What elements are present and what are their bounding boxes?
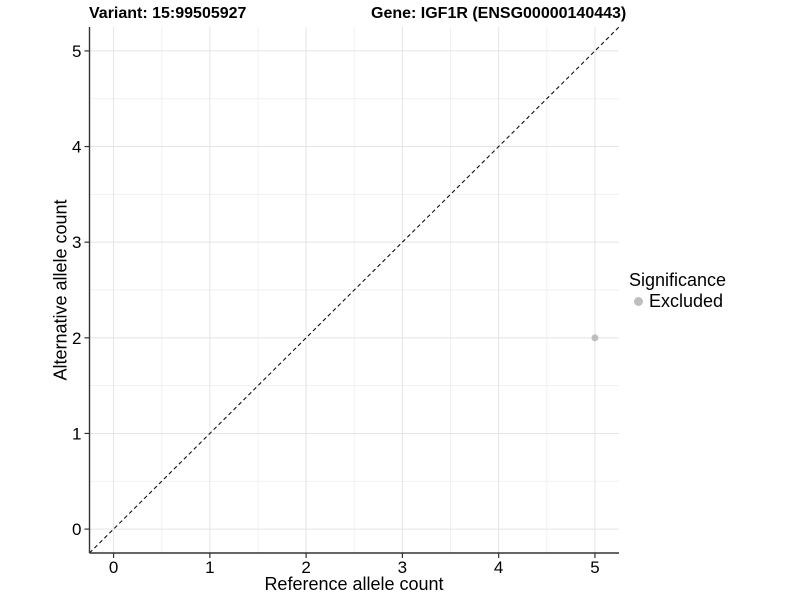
legend-point-icon bbox=[634, 296, 643, 306]
x-tick-label: 2 bbox=[301, 558, 310, 577]
legend-entry-label: Excluded bbox=[649, 291, 724, 311]
y-tick-label: 4 bbox=[72, 138, 81, 157]
identity-dashed-line bbox=[89, 26, 620, 554]
legend-entry-excluded: Excluded bbox=[629, 291, 726, 311]
y-tick-label: 1 bbox=[72, 424, 81, 443]
y-tick-label: 2 bbox=[72, 329, 81, 348]
y-tick-label: 3 bbox=[72, 233, 81, 252]
x-tick-label: 5 bbox=[590, 558, 599, 577]
legend-title: Significance bbox=[629, 270, 727, 290]
x-tick-label: 0 bbox=[109, 558, 118, 577]
x-tick-label: 3 bbox=[398, 558, 407, 577]
legend: Significance Excluded bbox=[629, 269, 726, 311]
x-tick-label: 4 bbox=[494, 558, 503, 577]
y-tick-label: 5 bbox=[72, 42, 81, 61]
y-tick-label: 0 bbox=[72, 520, 81, 539]
y-axis-title: Alternative allele count bbox=[50, 199, 71, 381]
data-point bbox=[591, 334, 599, 342]
plot-title-variant: Variant: 15:99505927 bbox=[89, 5, 247, 22]
x-tick-label: 1 bbox=[205, 558, 214, 577]
x-axis-title: Reference allele count bbox=[264, 574, 444, 594]
plot-title-gene: Gene: IGF1R (ENSG00000140443) bbox=[371, 5, 627, 22]
